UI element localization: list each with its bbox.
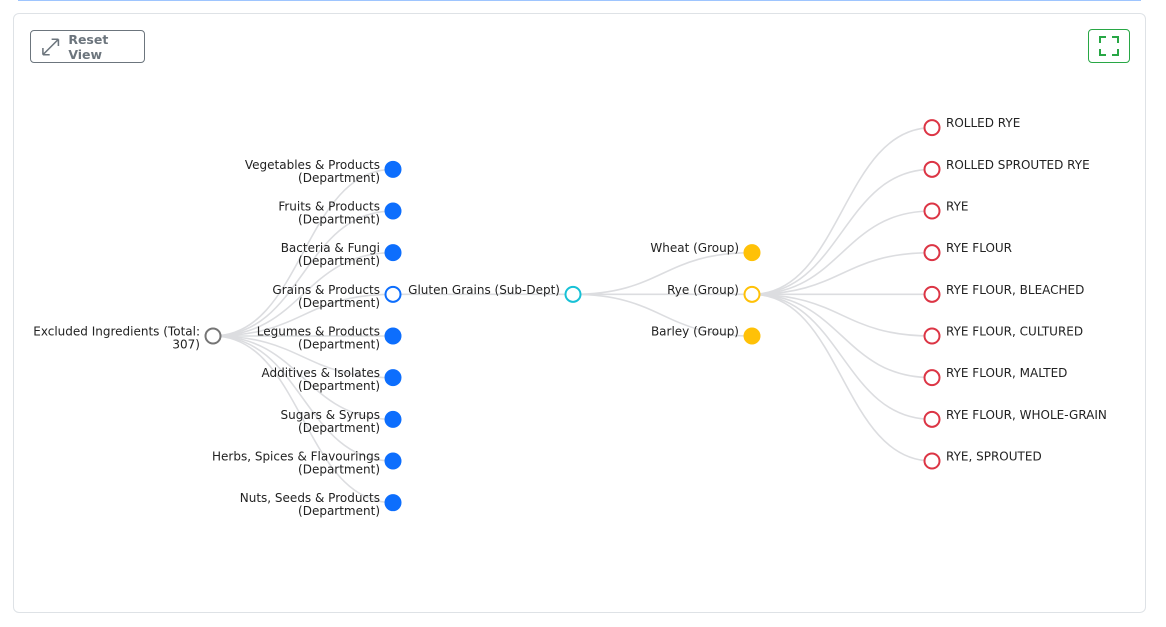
link xyxy=(572,293,753,337)
link xyxy=(751,210,933,296)
node-label: RYE FLOUR, WHOLE-GRAIN xyxy=(946,408,1107,422)
node-label: (Department) xyxy=(298,504,380,518)
link xyxy=(212,251,394,337)
node-label: (Department) xyxy=(298,463,380,477)
node-label: (Department) xyxy=(298,254,380,268)
reset-view-button[interactable]: Reset View xyxy=(30,30,145,63)
node-label: (Department) xyxy=(298,212,380,226)
tree-node[interactable] xyxy=(384,202,402,220)
node-label: Additives & Isolates xyxy=(262,366,381,380)
link xyxy=(751,126,933,296)
node-label: Bacteria & Fungi xyxy=(281,241,380,255)
link xyxy=(751,293,933,421)
link xyxy=(751,168,933,296)
node-label: Gluten Grains (Sub-Dept) xyxy=(408,283,560,297)
tree-node[interactable] xyxy=(204,327,222,345)
node-label: (Department) xyxy=(298,296,380,310)
tree-node[interactable] xyxy=(923,452,941,470)
link xyxy=(212,293,394,337)
tree-node[interactable] xyxy=(743,327,761,345)
expand-icon xyxy=(42,37,60,56)
tree-node[interactable] xyxy=(923,327,941,345)
tree-node[interactable] xyxy=(923,369,941,387)
node-label: ROLLED RYE xyxy=(946,116,1020,130)
nodes: Vegetables & Products(Department)Fruits … xyxy=(33,116,1107,518)
tree-node[interactable] xyxy=(384,285,402,303)
link xyxy=(212,168,394,337)
link xyxy=(212,335,394,462)
node-label: RYE FLOUR, BLEACHED xyxy=(946,283,1084,297)
node-label: (Department) xyxy=(298,379,380,393)
link xyxy=(212,210,394,337)
node-label: Rye (Group) xyxy=(667,283,739,297)
link xyxy=(212,335,394,504)
node-label: RYE FLOUR xyxy=(946,241,1012,255)
tree-node[interactable] xyxy=(564,285,582,303)
node-label: Sugars & Syrups xyxy=(281,408,381,422)
link xyxy=(572,251,753,296)
node-label: RYE FLOUR, MALTED xyxy=(946,366,1067,380)
tree-node[interactable] xyxy=(384,494,402,512)
tree-node[interactable] xyxy=(384,244,402,262)
node-label: Fruits & Products xyxy=(278,199,380,213)
tree-node[interactable] xyxy=(384,327,402,345)
link xyxy=(751,293,933,337)
node-label: Nuts, Seeds & Products xyxy=(240,491,380,505)
node-label: (Department) xyxy=(298,421,380,435)
tree-node[interactable] xyxy=(923,202,941,220)
tree-node[interactable] xyxy=(923,119,941,137)
node-label: Vegetables & Products xyxy=(245,158,380,172)
fullscreen-button[interactable] xyxy=(1088,29,1130,63)
node-label: Wheat (Group) xyxy=(650,241,739,255)
link xyxy=(212,335,394,421)
node-label: Herbs, Spices & Flavourings xyxy=(212,450,380,464)
node-label: RYE xyxy=(946,199,968,213)
tree-node[interactable] xyxy=(384,369,402,387)
tree-node[interactable] xyxy=(384,160,402,178)
tree-node[interactable] xyxy=(743,244,761,262)
tree-card xyxy=(13,13,1146,613)
fullscreen-icon xyxy=(1099,36,1119,56)
link xyxy=(751,251,933,296)
link xyxy=(751,293,933,462)
link xyxy=(751,293,933,379)
node-label: RYE, SPROUTED xyxy=(946,450,1042,464)
top-rule xyxy=(18,0,1141,1)
reset-view-label: Reset View xyxy=(68,31,109,62)
link xyxy=(212,335,394,379)
node-label: Excluded Ingredients (Total: xyxy=(33,325,200,339)
tree-node[interactable] xyxy=(743,285,761,303)
tree-node[interactable] xyxy=(384,410,402,428)
tree-node[interactable] xyxy=(384,452,402,470)
node-label: Barley (Group) xyxy=(651,325,739,339)
node-label: Legumes & Products xyxy=(257,325,380,339)
tree-node[interactable] xyxy=(923,410,941,428)
tree-node[interactable] xyxy=(923,160,941,178)
node-label: 307) xyxy=(172,338,200,352)
links xyxy=(212,126,933,504)
tree-node[interactable] xyxy=(923,244,941,262)
node-label: Grains & Products xyxy=(272,283,380,297)
node-label: (Department) xyxy=(298,338,380,352)
tree-node[interactable] xyxy=(923,285,941,303)
node-label: (Department) xyxy=(298,171,380,185)
node-label: RYE FLOUR, CULTURED xyxy=(946,325,1083,339)
node-label: ROLLED SPROUTED RYE xyxy=(946,158,1090,172)
